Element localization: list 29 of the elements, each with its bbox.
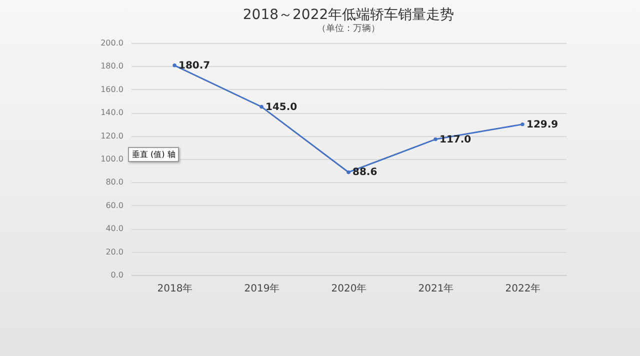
chart-title: 2018～2022年低端轿车销量走势 xyxy=(242,7,454,23)
point xyxy=(434,137,438,142)
y-tick-label: 140.0 xyxy=(100,108,124,118)
y-tick-label: 200.0 xyxy=(100,38,124,48)
y-tick-label: 160.0 xyxy=(100,84,124,94)
y-tick-label: 120.0 xyxy=(100,131,124,140)
point xyxy=(520,122,524,126)
point xyxy=(346,170,350,174)
text: 145.0 xyxy=(266,102,298,113)
text: 129.9 xyxy=(526,119,558,130)
y-tick-label: 80.0 xyxy=(106,178,124,187)
x-tick-label: 2019年 xyxy=(244,282,280,294)
y-tick-label: 60.0 xyxy=(106,200,124,210)
text: 117.0 xyxy=(440,134,472,146)
point xyxy=(260,104,264,109)
text: 88.6 xyxy=(352,167,378,178)
x-tick-label: 2021年 xyxy=(418,282,454,294)
y-tick-label: 100.0 xyxy=(100,154,124,164)
text: 180.7 xyxy=(178,60,210,72)
axis-tooltip: 垂直 (值) 轴 xyxy=(128,147,180,162)
x-tick-label: 2022年 xyxy=(505,282,541,294)
chart-subtitle: （单位：万辆） xyxy=(317,23,380,34)
x-tick-label: 2020年 xyxy=(331,282,367,294)
x-tick-label: 2018年 xyxy=(157,282,193,294)
y-tick-label: 0.0 xyxy=(110,270,124,280)
y-tick-label: 40.0 xyxy=(106,224,124,234)
y-tick-label: 180.0 xyxy=(100,62,124,71)
point xyxy=(172,64,176,68)
y-tick-label: 20.0 xyxy=(106,247,124,256)
